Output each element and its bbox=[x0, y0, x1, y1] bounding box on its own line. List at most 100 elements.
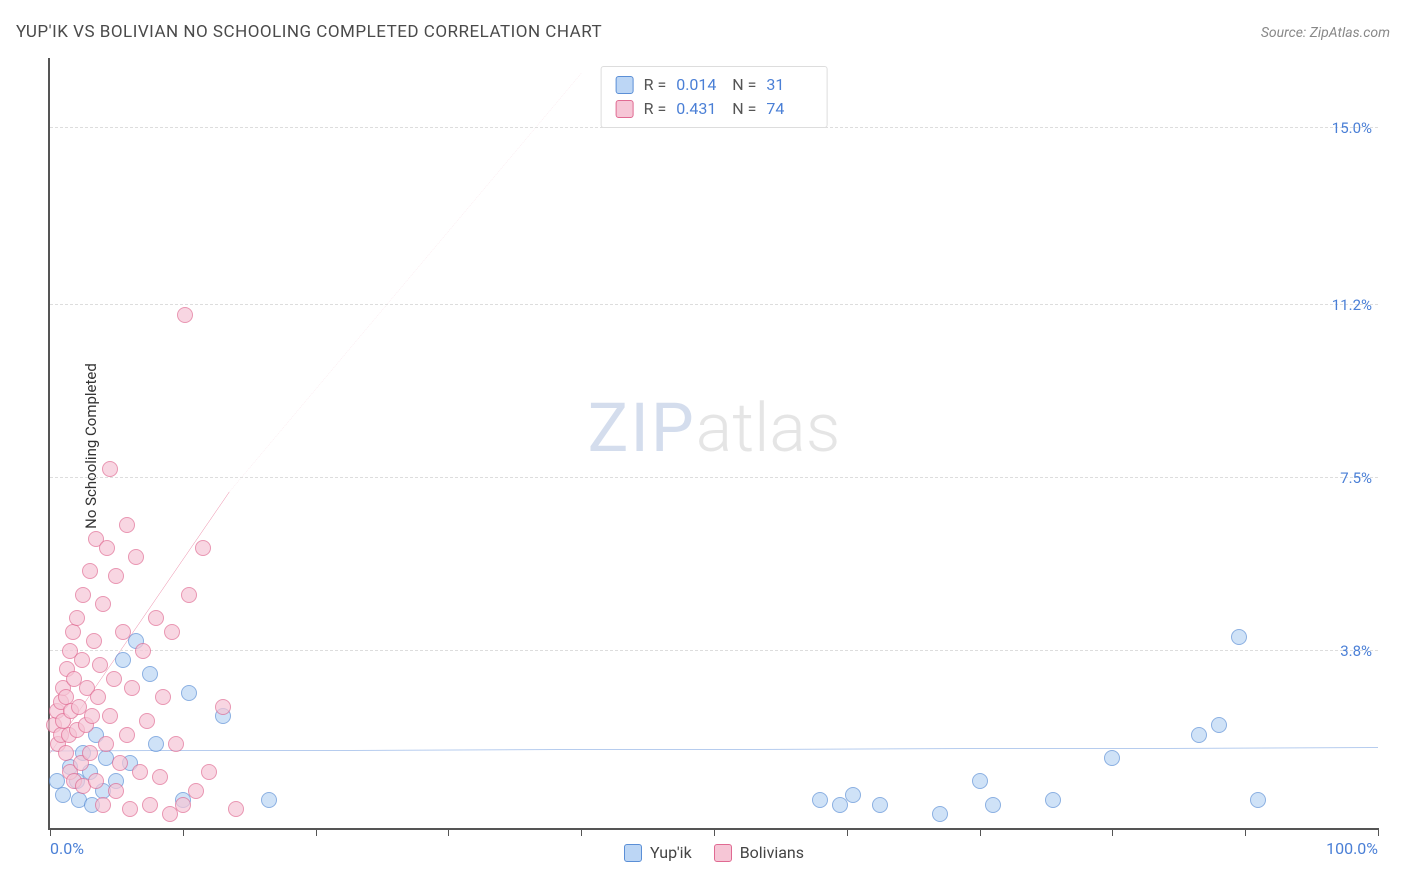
data-point bbox=[1211, 717, 1227, 733]
data-point bbox=[55, 787, 71, 803]
x-tick bbox=[1245, 828, 1246, 836]
correlation-legend: R =0.014N =31R =0.431N =74 bbox=[601, 66, 828, 128]
data-point bbox=[84, 708, 100, 724]
n-label: N = bbox=[732, 97, 756, 121]
data-point bbox=[90, 689, 106, 705]
x-tick bbox=[980, 828, 981, 836]
data-point bbox=[112, 755, 128, 771]
gridline bbox=[50, 650, 1378, 651]
data-point bbox=[985, 797, 1001, 813]
data-point bbox=[108, 568, 124, 584]
gridline bbox=[50, 477, 1378, 478]
y-tick-label: 7.5% bbox=[1334, 469, 1372, 487]
x-tick bbox=[448, 828, 449, 836]
data-point bbox=[177, 307, 193, 323]
x-tick bbox=[183, 828, 184, 836]
data-point bbox=[972, 773, 988, 789]
data-point bbox=[102, 461, 118, 477]
x-tick bbox=[1112, 828, 1113, 836]
watermark-atlas: atlas bbox=[696, 388, 841, 468]
data-point bbox=[872, 797, 888, 813]
data-point bbox=[139, 713, 155, 729]
x-tick bbox=[847, 828, 848, 836]
watermark-zip: ZIP bbox=[588, 388, 696, 468]
data-point bbox=[164, 624, 180, 640]
x-tick bbox=[316, 828, 317, 836]
data-point bbox=[86, 633, 102, 649]
data-point bbox=[119, 727, 135, 743]
data-point bbox=[175, 797, 191, 813]
chart-source: Source: ZipAtlas.com bbox=[1261, 25, 1390, 41]
data-point bbox=[1231, 629, 1247, 645]
data-point bbox=[98, 736, 114, 752]
watermark: ZIPatlas bbox=[588, 388, 841, 468]
data-point bbox=[115, 624, 131, 640]
x-tick bbox=[1378, 828, 1379, 836]
n-value: 74 bbox=[766, 97, 812, 121]
data-point bbox=[115, 652, 131, 668]
data-point bbox=[82, 745, 98, 761]
chart-header: YUP'IK VS BOLIVIAN NO SCHOOLING COMPLETE… bbox=[16, 22, 1390, 42]
data-point bbox=[195, 540, 211, 556]
data-point bbox=[92, 657, 108, 673]
data-point bbox=[88, 773, 104, 789]
n-label: N = bbox=[732, 73, 756, 97]
y-tick-label: 3.8% bbox=[1334, 642, 1372, 660]
data-point bbox=[155, 689, 171, 705]
data-point bbox=[58, 745, 74, 761]
data-point bbox=[1045, 792, 1061, 808]
r-value: 0.431 bbox=[676, 97, 722, 121]
data-point bbox=[148, 610, 164, 626]
chart-title: YUP'IK VS BOLIVIAN NO SCHOOLING COMPLETE… bbox=[16, 22, 602, 42]
data-point bbox=[1250, 792, 1266, 808]
r-label: R = bbox=[644, 73, 667, 97]
data-point bbox=[106, 671, 122, 687]
data-point bbox=[132, 764, 148, 780]
data-point bbox=[812, 792, 828, 808]
plot-container: ZIPatlas R =0.014N =31R =0.431N =74 0.0%… bbox=[48, 58, 1378, 830]
gridline bbox=[50, 127, 1378, 128]
data-point bbox=[82, 563, 98, 579]
trend-lines bbox=[50, 58, 1378, 828]
data-point bbox=[142, 666, 158, 682]
legend-swatch bbox=[624, 844, 642, 862]
data-point bbox=[99, 540, 115, 556]
legend-item: Yup'ik bbox=[624, 843, 692, 862]
n-value: 31 bbox=[766, 73, 812, 97]
x-axis-max-label: 100.0% bbox=[1326, 839, 1378, 858]
data-point bbox=[119, 517, 135, 533]
data-point bbox=[95, 596, 111, 612]
data-point bbox=[845, 787, 861, 803]
data-point bbox=[215, 699, 231, 715]
data-point bbox=[181, 587, 197, 603]
data-point bbox=[152, 769, 168, 785]
data-point bbox=[1104, 750, 1120, 766]
data-point bbox=[1191, 727, 1207, 743]
data-point bbox=[69, 610, 85, 626]
data-point bbox=[181, 685, 197, 701]
data-point bbox=[95, 797, 111, 813]
legend-swatch bbox=[714, 844, 732, 862]
legend-label: Bolivians bbox=[740, 843, 804, 862]
y-tick-label: 11.2% bbox=[1326, 296, 1372, 314]
data-point bbox=[124, 680, 140, 696]
data-point bbox=[201, 764, 217, 780]
data-point bbox=[74, 652, 90, 668]
legend-swatch bbox=[616, 76, 634, 94]
data-point bbox=[65, 624, 81, 640]
x-tick bbox=[714, 828, 715, 836]
legend-stat-row: R =0.014N =31 bbox=[616, 73, 813, 97]
data-point bbox=[98, 750, 114, 766]
data-point bbox=[228, 801, 244, 817]
data-point bbox=[75, 587, 91, 603]
plot-area: ZIPatlas R =0.014N =31R =0.431N =74 0.0%… bbox=[48, 58, 1378, 830]
legend-swatch bbox=[616, 100, 634, 118]
x-axis-min-label: 0.0% bbox=[50, 839, 84, 858]
legend-stat-row: R =0.431N =74 bbox=[616, 97, 813, 121]
data-point bbox=[128, 549, 144, 565]
data-point bbox=[122, 801, 138, 817]
x-tick bbox=[581, 828, 582, 836]
data-point bbox=[188, 783, 204, 799]
data-point bbox=[135, 643, 151, 659]
trend-line bbox=[50, 748, 1378, 751]
